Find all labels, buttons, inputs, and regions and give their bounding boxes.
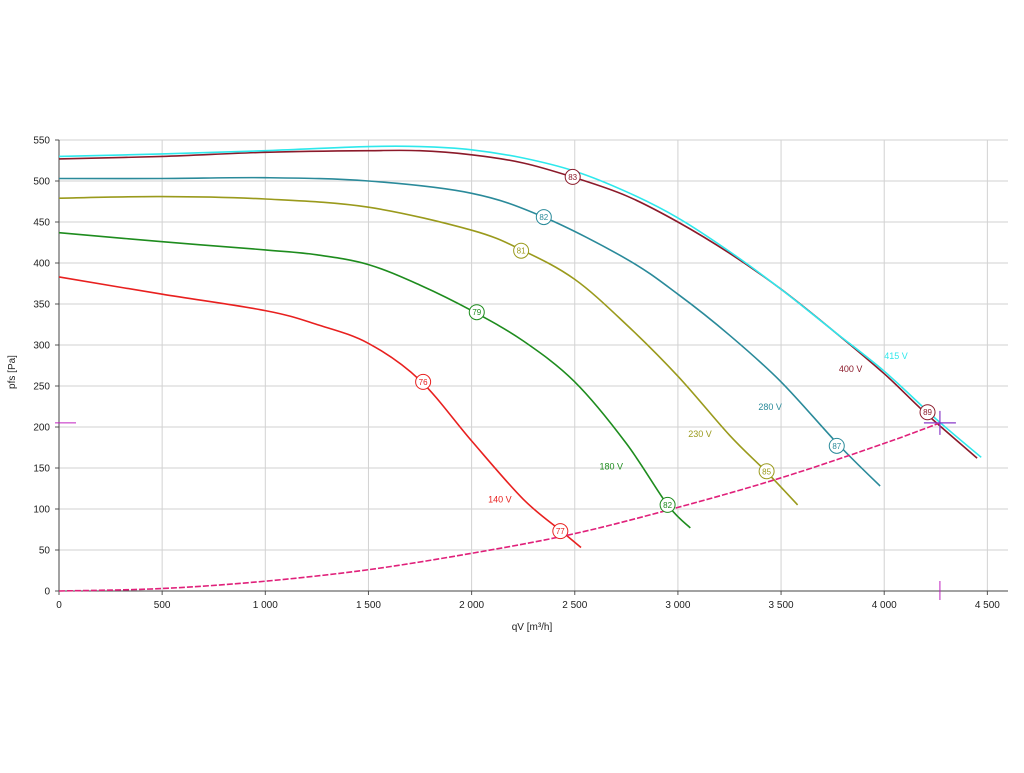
efficiency-marker	[552, 523, 569, 540]
series-line-415-v	[58, 145, 982, 458]
efficiency-marker-label: 87	[832, 442, 841, 451]
x-tick-label: 2 000	[459, 600, 484, 611]
tick-labels: 0 500 1 000 1 500 2 000 2 500 3 000 3 500 4 000 4…	[33, 136, 1000, 612]
y-tick-label: 500	[33, 177, 50, 188]
series-line-system	[58, 422, 941, 592]
efficiency-marker	[468, 304, 485, 321]
series-label-180-v: 180 V	[600, 462, 624, 472]
efficiency-marker-label: 81	[517, 247, 526, 256]
efficiency-marker	[513, 242, 530, 259]
series-label-400-v: 400 V	[839, 364, 863, 374]
y-tick-label: 200	[33, 423, 50, 434]
x-axis-title: qV [m³/h]	[512, 622, 553, 633]
x-tick-label: 4 500	[975, 600, 1000, 611]
series-line-140-v	[58, 276, 582, 549]
axes	[55, 139, 1008, 595]
efficiency-marker-label: 82	[663, 501, 672, 510]
efficiency-marker	[659, 496, 676, 513]
efficiency-marker-label: 77	[556, 527, 565, 536]
efficiency-marker-label: 82	[539, 213, 548, 222]
efficiency-marker-label: 85	[762, 467, 771, 476]
efficiency-marker	[758, 463, 775, 480]
x-tick-label: 1 500	[356, 600, 381, 611]
y-tick-label: 300	[33, 341, 50, 352]
efficiency-marker	[828, 437, 845, 454]
y-axis-title: pfs [Pa]	[7, 355, 18, 389]
efficiency-marker	[919, 404, 936, 421]
x-tick-label: 3 500	[769, 600, 794, 611]
efficiency-marker-label: 83	[568, 173, 577, 182]
x-tick-label: 0	[56, 600, 62, 611]
x-tick-label: 3 000	[665, 600, 690, 611]
y-tick-label: 550	[33, 136, 50, 147]
operating-point	[55, 410, 956, 600]
series-label-230-v: 230 V	[688, 429, 712, 439]
y-tick-label: 350	[33, 300, 50, 311]
series-line-180-v	[58, 231, 691, 529]
efficiency-marker-label: 79	[472, 308, 481, 317]
x-tick-label: 500	[154, 600, 171, 611]
efficiency-markers: 76 77 79 82 81 85 82 87 83 89	[415, 168, 936, 540]
series-label-280-v: 280 V	[758, 402, 782, 412]
y-tick-label: 250	[33, 382, 50, 393]
x-tick-label: 4 000	[872, 600, 897, 611]
series-line-400-v	[58, 149, 978, 459]
x-tick-label: 1 000	[253, 600, 278, 611]
efficiency-marker-label: 76	[419, 378, 428, 387]
efficiency-marker	[564, 168, 581, 185]
y-tick-label: 400	[33, 259, 50, 270]
y-tick-label: 100	[33, 505, 50, 516]
y-tick-label: 150	[33, 464, 50, 475]
x-tick-label: 2 500	[562, 600, 587, 611]
series-labels: 140 V 180 V 230 V 280 V 400 V 415 V	[488, 351, 908, 505]
grid-lines	[59, 139, 1008, 591]
series-label-415-v: 415 V	[884, 351, 908, 361]
efficiency-marker	[415, 373, 432, 390]
series-label-140-v: 140 V	[488, 494, 512, 504]
efficiency-marker	[535, 209, 552, 226]
y-tick-label: 450	[33, 218, 50, 229]
y-tick-label: 50	[39, 546, 51, 557]
y-tick-label: 0	[44, 587, 50, 598]
efficiency-marker-label: 89	[923, 408, 932, 417]
